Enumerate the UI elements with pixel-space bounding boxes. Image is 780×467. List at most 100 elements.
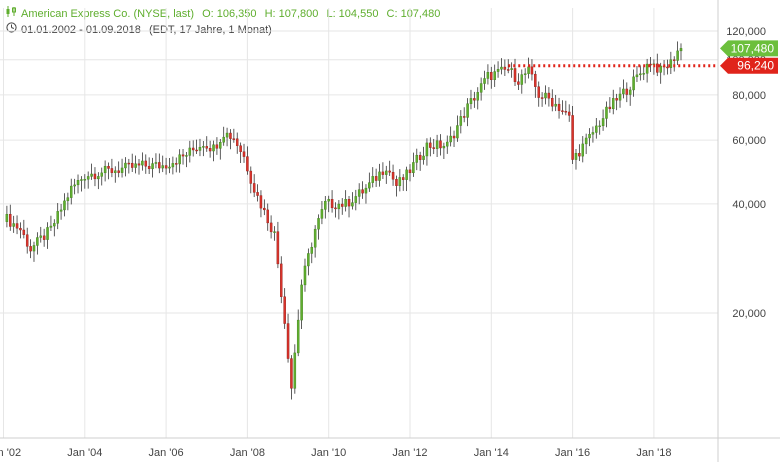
candle-body — [330, 199, 334, 209]
candle — [578, 144, 581, 162]
candle — [679, 43, 683, 61]
candle-body — [225, 132, 229, 138]
candle-body — [232, 138, 236, 140]
candle-body — [286, 323, 290, 359]
candle — [371, 167, 374, 188]
clock-icon — [6, 22, 17, 36]
candle — [114, 166, 117, 183]
candle-body — [666, 66, 669, 69]
candle-body — [469, 98, 473, 104]
candle-body — [103, 165, 107, 174]
instrument-title: American Express Co. (NYSE, last) — [21, 8, 194, 20]
candle-body — [456, 125, 459, 139]
candle-body — [114, 170, 117, 173]
candle-body — [202, 146, 205, 148]
candle — [269, 215, 273, 239]
candle-body — [425, 142, 429, 157]
candle — [103, 160, 107, 182]
candle — [493, 64, 496, 87]
candle-body — [219, 142, 222, 149]
candle — [324, 195, 327, 219]
candle-body — [69, 185, 73, 198]
candle-body — [615, 98, 618, 101]
candle — [80, 176, 83, 192]
candle-body — [506, 69, 510, 71]
candle-body — [276, 231, 280, 265]
candle — [415, 148, 419, 171]
candle — [540, 92, 544, 107]
candle — [22, 219, 26, 239]
candle — [117, 161, 120, 178]
chart-header-title-row: American Express Co. (NYSE, last) O: 106… — [6, 6, 440, 20]
candle — [574, 148, 578, 170]
candle-body — [486, 72, 490, 79]
candle-body — [290, 358, 293, 389]
candle-body — [611, 98, 615, 110]
candle — [266, 203, 269, 231]
candle-body — [235, 138, 239, 146]
candle-body — [205, 146, 209, 149]
candle — [669, 51, 673, 75]
candle — [459, 110, 463, 134]
candle-body — [259, 195, 263, 209]
candle-body — [178, 154, 181, 165]
high-value: H: 107,800 — [264, 8, 319, 20]
line-price-badge: 96,240 — [720, 57, 778, 74]
candle — [49, 215, 53, 231]
x-tick-label: Jan '06 — [149, 447, 184, 459]
candle — [408, 164, 412, 182]
candle-body — [412, 162, 415, 174]
candle — [310, 242, 314, 264]
candle-body — [452, 135, 456, 139]
line-price-badge-label: 96,240 — [737, 59, 774, 73]
candle — [666, 59, 669, 75]
candle-body — [446, 141, 449, 147]
candle — [198, 138, 202, 157]
candle-body — [503, 66, 507, 70]
candle — [357, 183, 361, 205]
candle-body — [185, 155, 188, 157]
candle — [381, 162, 385, 179]
x-tick-label: Jan '04 — [67, 447, 102, 459]
candle — [280, 256, 283, 304]
candle-body — [263, 207, 266, 211]
candle — [76, 174, 80, 194]
candle-body — [408, 169, 412, 174]
candle — [232, 128, 236, 143]
candle — [530, 59, 534, 81]
candle — [188, 140, 192, 163]
candle-body — [510, 68, 513, 70]
candle — [595, 117, 598, 139]
candle — [137, 158, 141, 175]
candle-body — [659, 65, 662, 73]
candle-body — [334, 207, 337, 210]
candle — [645, 58, 649, 83]
candle-body — [25, 234, 29, 247]
candle — [181, 149, 185, 165]
candle-body — [561, 110, 564, 112]
candle-body — [66, 197, 70, 202]
candle — [63, 193, 66, 217]
candle — [86, 171, 90, 189]
last-price-badge-shape — [720, 40, 778, 57]
candle — [503, 59, 507, 76]
candle — [73, 178, 76, 195]
candle — [334, 202, 337, 218]
candle — [544, 85, 547, 105]
candle-body — [110, 168, 114, 173]
candle-body — [76, 180, 80, 186]
y-tick-label: 60,000 — [732, 135, 766, 147]
candle — [598, 120, 601, 135]
candle — [293, 344, 297, 394]
candle — [93, 167, 97, 187]
candle-body — [53, 223, 56, 227]
candle — [527, 57, 530, 79]
candle-body — [564, 111, 568, 113]
candle — [144, 154, 148, 174]
candle — [395, 175, 398, 197]
candle-body — [534, 73, 537, 87]
candle — [66, 192, 70, 211]
candle-body — [32, 245, 36, 252]
